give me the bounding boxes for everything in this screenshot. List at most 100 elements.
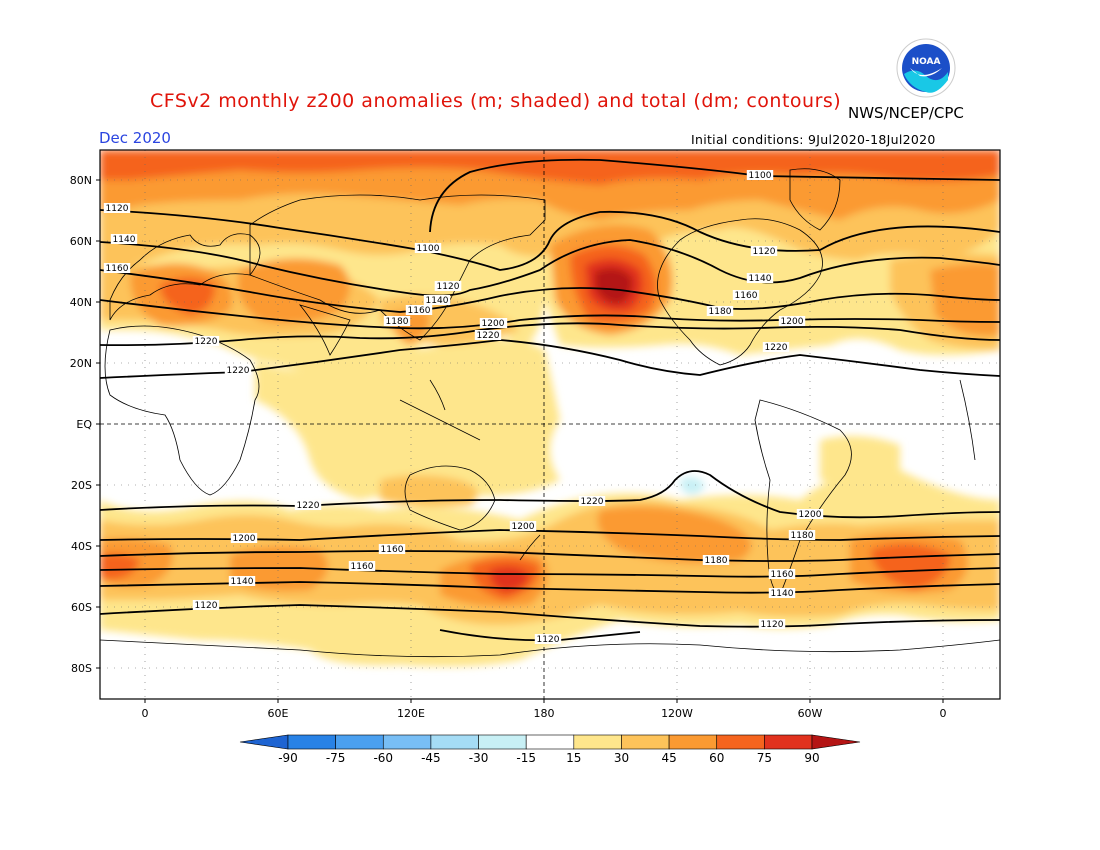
contour-label: 1200 [233,534,256,544]
colorbar-swatch [621,734,670,750]
contour-label-bg [768,588,796,598]
contour-label-bg [192,336,220,346]
contour-label: 1120 [761,620,784,630]
colorbar-swatch [382,734,432,750]
colorbar-swatch [573,734,622,750]
contour-label-bg [192,600,220,610]
colorbar-label: 30 [614,751,629,765]
svg-text:NOAA: NOAA [912,57,941,67]
tick-marks [96,179,944,703]
lat-label: 60N [70,235,92,248]
contour-label-bg [778,316,806,326]
contour-1100 [429,158,1000,233]
contour-label-bg [423,295,451,305]
colorbar-label: 15 [566,751,581,765]
colorbar-swatch [764,734,813,750]
contour-1140-n [100,239,1000,297]
contour-label-bg [796,509,824,519]
colorbar-label: -30 [469,751,489,765]
colorbar-label: -75 [326,751,346,765]
contour-1180-s [100,550,1000,562]
contour-label-bg [746,170,774,180]
contour-label: 1120 [753,247,776,257]
coast-asia [249,194,546,341]
contour-label: 1140 [749,274,772,284]
coast-north-america [657,218,823,366]
contour-1160-s [100,567,1000,578]
contour-label-bg [750,246,778,256]
contour-label: 1160 [106,264,129,274]
colorbar-label: 45 [661,751,676,765]
anomaly-shading [100,150,1000,667]
initial-conditions-label: Initial conditions: 9Jul2020-18Jul2020 [691,132,936,147]
shade-30-australia [380,475,478,507]
contour-label: 1140 [231,577,254,587]
contour-label-bg [762,342,790,352]
contour-label: 1140 [113,235,136,245]
contour-label-bg [414,243,442,253]
colorbar-swatch [335,734,384,750]
contour-label: 1160 [351,562,374,572]
shade-60-so-c [100,553,140,580]
contour-1120-n [100,209,1000,271]
noaa-logo-icon: NOAA [896,38,956,98]
colorbar-label: 60 [709,751,724,765]
colorbar-label: 90 [804,751,819,765]
shade-45-atl [930,263,1000,336]
coastlines [100,168,1000,658]
contour-label-bg [228,576,256,586]
lon-label: 0 [940,707,947,720]
grid [100,150,1000,699]
contour-label: 1160 [735,291,758,301]
shade-60-eu [160,277,215,315]
contour-label: 1140 [771,589,794,599]
contour-label-bg [509,521,537,531]
colorbar-label: -90 [278,751,298,765]
contour-1140-s [100,581,1000,594]
lat-label: 40S [71,540,92,553]
contour-1120-s [100,604,1000,628]
contour-label-bg [434,281,462,291]
colorbar-swatch [430,734,479,750]
contour-labels: 1100110011201140116011801120114011601180… [103,170,824,645]
contour-label: 1120 [195,601,218,611]
colorbar-swatch [716,734,765,750]
coast-south-america [754,399,852,596]
contour-label: 1220 [581,497,604,507]
contour-label-bg [758,619,786,629]
contour-label: 1200 [482,319,505,329]
lon-label: 120E [397,707,425,720]
agency-label: NWS/NCEP/CPC [848,104,964,122]
contour-label: 1160 [771,570,794,580]
colorbar: -90 -75 -60 -45 -30 -15 15 30 45 60 75 90 [239,734,861,765]
coast-australia [404,465,496,531]
lat-label: 60S [71,601,92,614]
lat-label: 20N [70,357,92,370]
contour-label: 1180 [386,317,409,327]
colorbar-swatch [668,734,718,750]
contour-label-bg [706,306,734,316]
contour-label-bg [383,316,411,326]
contour-label-bg [534,634,562,644]
contour-label: 1220 [765,343,788,353]
lon-label: 180 [534,707,555,720]
contour-label-bg [294,500,322,510]
contour-label: 1100 [749,171,772,181]
coast-se-asia [399,379,481,441]
contour-label: 1220 [297,501,320,511]
colorbar-label: -60 [373,751,393,765]
chart-title: CFSv2 monthly z200 anomalies (m; shaded)… [150,90,842,112]
colorbar-label: -45 [421,751,441,765]
colorbar-arrow-low [239,734,289,750]
shade-60-so-b [870,543,950,590]
lon-label: 0 [142,707,149,720]
colorbar-arrow-high [811,734,861,750]
contour-label-bg [474,330,502,340]
contour-1200-s [100,529,1000,541]
contour-label: 1120 [437,282,460,292]
colorbar-swatch [478,734,527,750]
lon-label: 60E [268,707,289,720]
contour-label: 1120 [106,204,129,214]
colorbar-label: -15 [516,751,536,765]
